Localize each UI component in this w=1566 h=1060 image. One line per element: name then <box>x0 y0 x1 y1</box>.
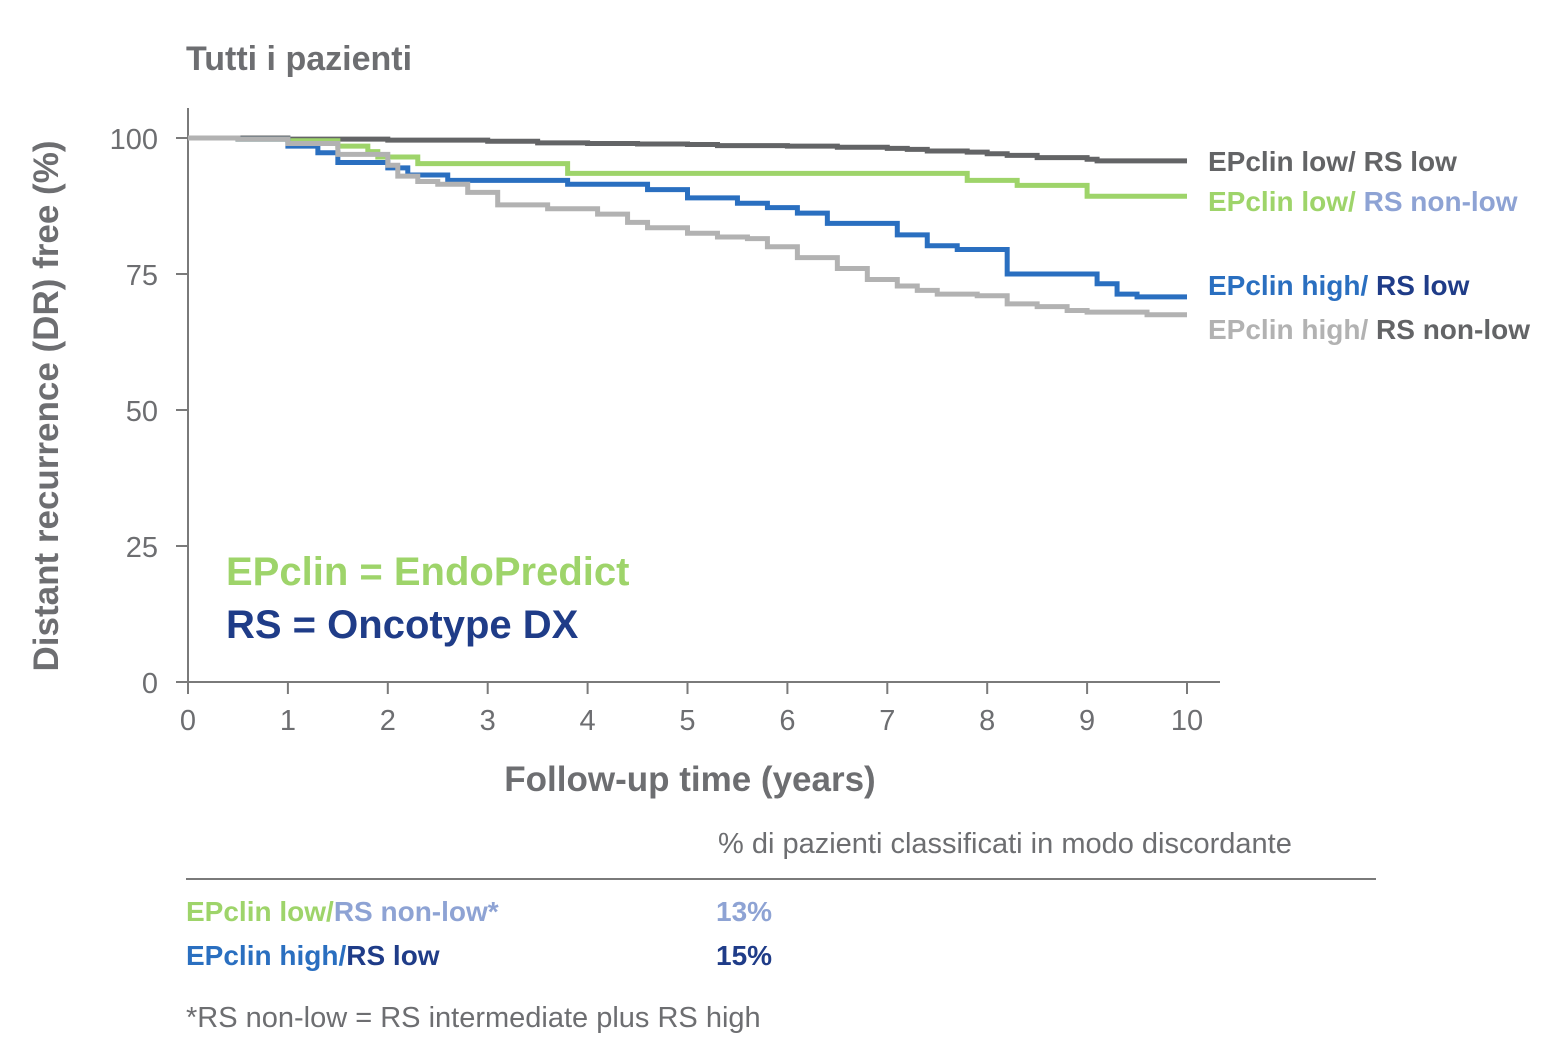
row-value: 15% <box>716 940 773 971</box>
legend-entry: EPclin low/ RS non-low <box>1208 186 1518 217</box>
y-axis-label: Distant recurrence (DR) free (%) <box>27 141 66 672</box>
x-tick-label: 5 <box>679 705 695 737</box>
row-label-rs: RS low <box>346 940 440 971</box>
series-line <box>188 135 1187 300</box>
x-tick-label: 9 <box>1079 705 1095 737</box>
series-line <box>188 135 1187 318</box>
series-layer <box>188 135 1187 318</box>
table-divider <box>186 878 1376 880</box>
chart-title: Tutti i pazienti <box>186 40 413 78</box>
x-tick-label: 8 <box>979 705 995 737</box>
legend-entry-part: RS non-low <box>1368 314 1530 345</box>
axes: 0 25 50 75 100 0 1 2 3 4 5 6 7 8 9 10 <box>110 108 1220 737</box>
row-value: 13% <box>716 896 773 927</box>
x-tick-label: 1 <box>280 705 296 737</box>
x-tick-label: 7 <box>879 705 895 737</box>
table-row: EPclin high/RS low 15% <box>186 940 772 972</box>
series-line <box>188 135 1187 164</box>
row-label-rs: RS non-low* <box>333 896 499 927</box>
x-axis-label: Follow-up time (years) <box>504 760 875 799</box>
legend-entry-part: EPclin high/ <box>1208 270 1368 301</box>
x-tick-label: 6 <box>779 705 795 737</box>
y-tick-label: 100 <box>110 124 158 156</box>
legend-entry-part: RS low <box>1368 270 1469 301</box>
annotation-oncotype: RS = Oncotype DX <box>226 603 579 647</box>
y-tick-label: 75 <box>126 260 158 292</box>
y-tick-label: 0 <box>142 668 158 700</box>
legend-entry-part: EPclin low/ <box>1208 146 1356 177</box>
legend-entry: EPclin high/ RS non-low <box>1208 314 1530 345</box>
table-row: EPclin low/RS non-low* 13% <box>186 896 772 928</box>
x-tick-label: 0 <box>180 705 196 737</box>
legend-entry: EPclin low/ RS low <box>1208 146 1457 177</box>
legend-entry: EPclin high/ RS low <box>1208 270 1470 301</box>
row-label-epclin: EPclin high/ <box>186 940 347 971</box>
legend-entry-part: RS non-low <box>1356 186 1518 217</box>
legend-entry-part: RS low <box>1356 146 1457 177</box>
x-tick-label: 10 <box>1171 705 1203 737</box>
x-tick-label: 2 <box>380 705 396 737</box>
table-header: % di pazienti classificati in modo disco… <box>718 828 1292 860</box>
legend-entry-part: EPclin high/ <box>1208 314 1368 345</box>
footnote: *RS non-low = RS intermediate plus RS hi… <box>186 1002 761 1034</box>
y-tick-label: 50 <box>126 396 158 428</box>
x-tick-label: 3 <box>480 705 496 737</box>
km-plot: 0 25 50 75 100 0 1 2 3 4 5 6 7 8 9 10 Distant recurrenc… <box>27 108 1530 799</box>
row-label-epclin: EPclin low/ <box>186 896 334 927</box>
y-tick-label: 25 <box>126 532 158 564</box>
annotation-endopredict: EPclin = EndoPredict <box>226 550 629 594</box>
x-tick-label: 4 <box>580 705 596 737</box>
legend-entry-part: EPclin low/ <box>1208 186 1356 217</box>
